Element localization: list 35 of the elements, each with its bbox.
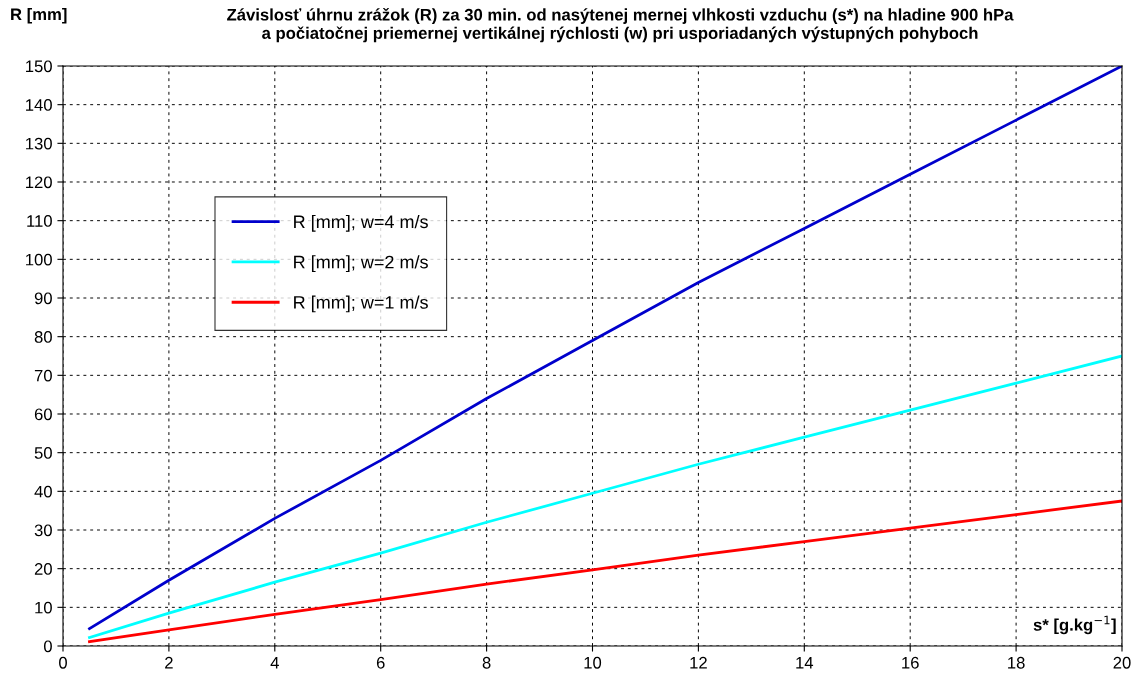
y-tick-label: 40 [34,485,52,498]
x-tick-label: 12 [690,656,707,669]
x-tick-label: 6 [376,656,385,669]
x-tick-label: 10 [584,656,602,669]
y-tick-label: 10 [35,601,52,614]
x-tick-label: 2 [165,656,173,669]
y-tick-label: 70 [34,369,52,382]
y-tick-label: 50 [34,447,52,459]
y-tick-label: 30 [34,524,52,537]
y-tick-label: 0 [43,640,52,653]
y-tick-label: 80 [34,331,52,343]
legend-label: R [mm]; w=4 m/s [294,214,428,232]
y-tick-label: 120 [26,176,52,189]
line-series [88,499,1122,644]
x-axis-title: s* [g.kg$^{−1}$] [1033,615,1116,635]
x-tick-label: 18 [1008,656,1025,669]
y-tick-label: 90 [34,292,52,305]
y-tick-label: 150 [26,60,52,73]
x-tick-label: 20 [1113,656,1131,669]
legend-label: R [mm]; w=2 m/s [294,255,428,273]
x-tick-label: 16 [902,656,919,669]
y-axis-title: R [mm] [11,8,67,24]
y-tick-label: 100 [26,253,52,266]
y-tick-label: 140 [26,99,52,111]
y-tick-label: 110 [27,215,52,227]
x-tick-label: 0 [59,656,67,669]
y-tick-label: 130 [26,137,52,150]
legend-label: R [mm]; w=1 m/s [294,295,428,313]
y-tick-label: 60 [34,408,52,421]
line-series [88,354,1122,639]
chart-title: Závislosť úhrnu zrážok (R) za 30 min. od nasýtenej mernej vlhkosti vzduchu (s*) na hladine 900 hPa a počiatočnej priemernej vertikálnej rýchlosti (w) pri usporiadaných výstupných pohyboch [227,8,1014,43]
y-tick-label: 20 [34,563,52,575]
x-tick-label: 8 [482,656,491,669]
x-tick-label: 4 [270,657,279,669]
x-tick-label: 14 [796,657,814,669]
